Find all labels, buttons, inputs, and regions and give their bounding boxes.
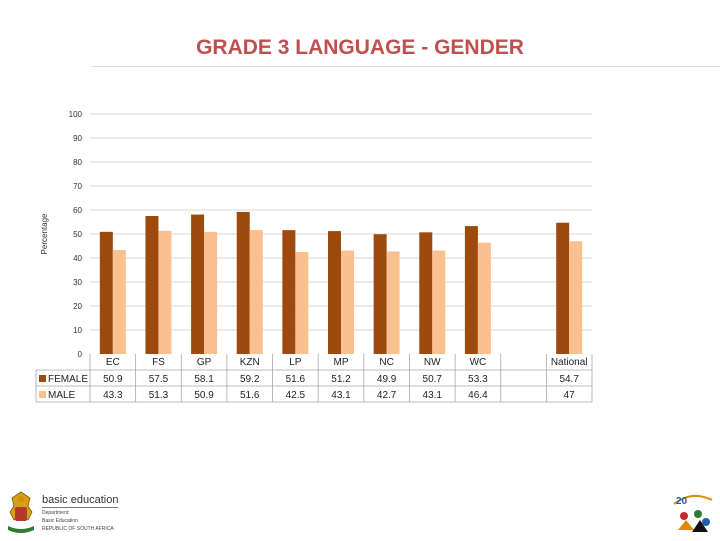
bar-male bbox=[204, 231, 218, 354]
data-label: 59.2 bbox=[240, 374, 260, 385]
legend-swatch-female bbox=[39, 375, 46, 382]
bar-female bbox=[419, 232, 433, 354]
y-tick-label: 60 bbox=[73, 206, 82, 215]
basic-education-logo: basic education Department: Basic Educat… bbox=[4, 490, 134, 538]
bar-female bbox=[191, 214, 205, 354]
twenty-years-logo: 20 bbox=[668, 490, 716, 536]
category-label: LP bbox=[289, 357, 302, 368]
bar-female bbox=[373, 234, 387, 354]
y-tick-label: 100 bbox=[69, 110, 83, 119]
data-label: 49.9 bbox=[377, 374, 397, 385]
bar-female bbox=[328, 231, 341, 354]
y-tick-label: 30 bbox=[73, 278, 82, 287]
data-label: 42.7 bbox=[377, 390, 397, 401]
bar-female bbox=[556, 222, 570, 354]
y-tick-label: 0 bbox=[78, 350, 83, 359]
bar-male bbox=[386, 251, 400, 354]
y-tick-label: 50 bbox=[73, 230, 82, 239]
bar-chart: 0 10 20 30 40 50 60 70 80 90 100 Percentage EC FS GP KZ… bbox=[35, 110, 593, 403]
chart-title: GRADE 3 LANGUAGE - GENDER bbox=[196, 36, 524, 59]
logo-line-3: REPUBLIC OF SOUTH AFRICA bbox=[42, 526, 114, 532]
category-label: WC bbox=[470, 357, 487, 368]
logo-title: basic education bbox=[42, 494, 119, 508]
bar-male bbox=[432, 250, 446, 354]
data-label: 54.7 bbox=[559, 374, 579, 385]
y-tick-label: 20 bbox=[73, 302, 82, 311]
legend-label-male: MALE bbox=[48, 390, 76, 401]
data-label: 51.6 bbox=[240, 390, 260, 401]
data-label: 43.1 bbox=[331, 390, 351, 401]
bar-male bbox=[158, 230, 172, 354]
bar-female bbox=[464, 226, 478, 354]
y-tick-label: 90 bbox=[73, 134, 82, 143]
y-tick-label: 80 bbox=[73, 158, 82, 167]
data-label: 50.7 bbox=[423, 374, 443, 385]
bar-male bbox=[112, 250, 126, 354]
bar-female bbox=[282, 230, 296, 354]
bar-male bbox=[569, 241, 583, 354]
bar-male bbox=[477, 242, 491, 354]
category-label: MP bbox=[334, 357, 349, 368]
y-tick-label: 70 bbox=[73, 182, 82, 191]
data-label: 50.9 bbox=[194, 390, 214, 401]
data-label: 43.1 bbox=[423, 390, 443, 401]
data-label: 58.1 bbox=[194, 374, 214, 385]
legend-swatch-male bbox=[39, 391, 46, 398]
data-label: 43.3 bbox=[103, 390, 123, 401]
bar-female bbox=[236, 211, 250, 354]
bar-female bbox=[99, 231, 113, 354]
logo-line-1: Department: bbox=[42, 510, 70, 516]
category-label: FS bbox=[152, 357, 165, 368]
data-label: 53.3 bbox=[468, 374, 488, 385]
bar-male bbox=[249, 230, 263, 354]
title-divider bbox=[92, 66, 720, 67]
y-tick-label: 10 bbox=[73, 326, 82, 335]
logo-right-text: 20 bbox=[676, 496, 688, 507]
data-label: 51.3 bbox=[149, 390, 169, 401]
data-label: 47 bbox=[564, 390, 576, 401]
y-axis-label: Percentage bbox=[40, 213, 49, 254]
logo-line-2: Basic Education bbox=[42, 518, 78, 524]
data-label: 51.2 bbox=[331, 374, 351, 385]
bar-male bbox=[341, 250, 354, 354]
category-label: KZN bbox=[240, 357, 260, 368]
category-label: NW bbox=[424, 357, 441, 368]
bar-male bbox=[295, 252, 309, 354]
coat-of-arms-icon bbox=[8, 491, 34, 533]
bar-female bbox=[145, 216, 159, 354]
data-label: 42.5 bbox=[286, 390, 306, 401]
category-label: National bbox=[551, 357, 588, 368]
twenty-years-freedom-logo-icon: 20 bbox=[673, 494, 713, 532]
legend-label-female: FEMALE bbox=[48, 374, 88, 385]
data-label: 57.5 bbox=[149, 374, 169, 385]
category-label: GP bbox=[197, 357, 212, 368]
category-label: NC bbox=[379, 357, 393, 368]
data-label: 51.6 bbox=[286, 374, 306, 385]
data-label: 50.9 bbox=[103, 374, 123, 385]
data-label: 46.4 bbox=[468, 390, 488, 401]
category-label: EC bbox=[106, 357, 120, 368]
y-tick-label: 40 bbox=[73, 254, 82, 263]
